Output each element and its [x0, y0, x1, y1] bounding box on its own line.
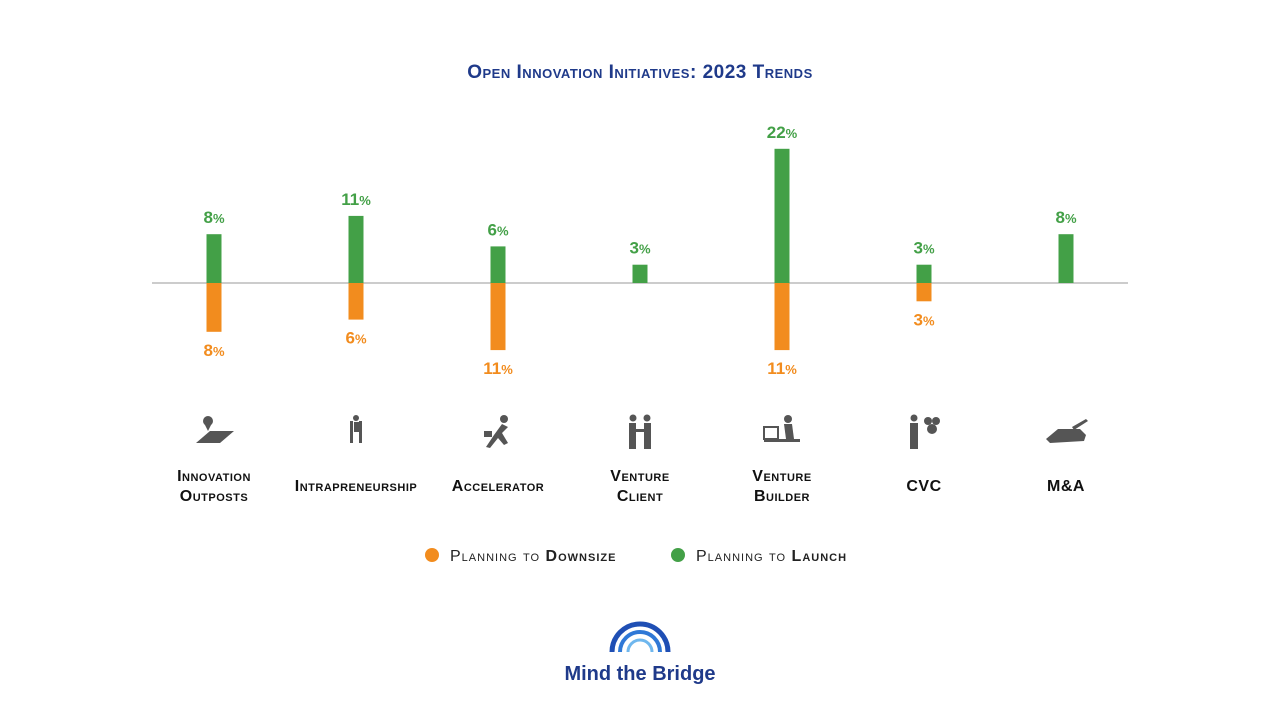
- launch-bar-5: [916, 264, 932, 283]
- launch-bar-4: [774, 148, 790, 283]
- desk-builder-icon: [763, 415, 800, 442]
- launch-label-1: 11%: [341, 190, 371, 209]
- legend-label-0: Planning to Downsize: [450, 548, 616, 565]
- category-label-5: CVC: [906, 478, 941, 495]
- downsize-bar-5: [916, 283, 932, 302]
- launch-bar-1: [348, 215, 364, 283]
- chart-title: Open Innovation Initiatives: 2023 Trends: [467, 62, 813, 83]
- worker-ladder-icon: [350, 415, 362, 443]
- category-label-1: Intrapreneurship: [295, 478, 417, 495]
- category-label-2: Accelerator: [452, 478, 544, 495]
- launch-label-3: 3%: [629, 239, 650, 258]
- launch-bar-2: [490, 246, 506, 283]
- icons-group: [196, 414, 1088, 449]
- downsize-label-1: 6%: [345, 329, 366, 348]
- category-label-3: Venture Client: [610, 468, 669, 505]
- signing-hand-icon: [1046, 419, 1088, 443]
- legend-marker-0: [425, 548, 439, 562]
- launch-bar-6: [1058, 234, 1074, 283]
- downsize-bar-1: [348, 283, 364, 320]
- category-label-6: M&A: [1047, 478, 1085, 495]
- brand-name: Mind the Bridge: [564, 663, 715, 685]
- downsize-label-4: 11%: [767, 359, 797, 378]
- legend-marker-1: [671, 548, 685, 562]
- downsize-bar-0: [206, 283, 222, 332]
- runner-icon: [484, 415, 508, 448]
- downsize-bar-2: [490, 283, 506, 351]
- category-label-0: Innovation Outposts: [177, 468, 251, 505]
- launch-label-2: 6%: [487, 220, 508, 239]
- launch-bar-3: [632, 264, 648, 283]
- downsize-label-5: 3%: [913, 310, 934, 329]
- map-pin-icon: [196, 416, 234, 443]
- category-labels-group: Innovation Outposts Intrapreneurship Accele…: [177, 468, 1085, 505]
- launch-label-4: 22%: [767, 123, 798, 142]
- downsize-label-0: 8%: [203, 341, 224, 360]
- launch-bar-0: [206, 234, 222, 283]
- value-labels-group: 8% 11% 6% 3% 22% 3% 8% 8% 6% 11% 11% 3%: [203, 123, 1076, 378]
- launch-label-6: 8%: [1055, 208, 1076, 227]
- launch-label-5: 3%: [913, 239, 934, 258]
- downsize-bar-4: [774, 283, 790, 351]
- category-label-4: Venture Builder: [752, 468, 811, 505]
- launch-label-0: 8%: [203, 208, 224, 227]
- legend-label-1: Planning to Launch: [696, 548, 847, 565]
- downsize-label-2: 11%: [483, 359, 513, 378]
- legend: Planning to Downsize Planning to Launch: [425, 548, 847, 565]
- businessman-coins-icon: [910, 414, 940, 449]
- handshake-icon: [629, 414, 651, 449]
- brand-logo: Mind the Bridge: [564, 621, 716, 685]
- bars-group: [206, 148, 1074, 351]
